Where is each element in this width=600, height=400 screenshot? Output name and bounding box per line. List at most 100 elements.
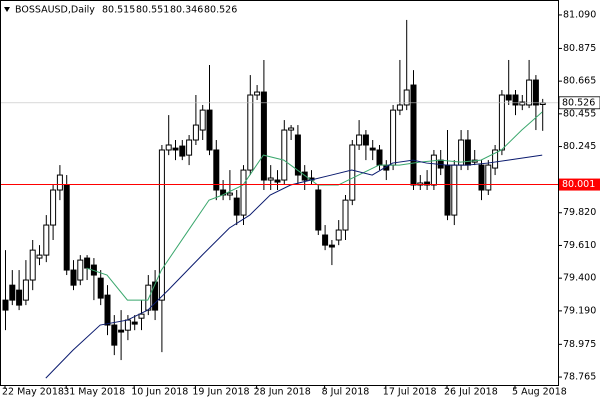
candle-body: [240, 169, 247, 216]
candle-body: [179, 145, 186, 157]
moving-average: [86, 111, 543, 301]
y-tick-label: 79.610: [563, 240, 596, 251]
candle-body: [519, 101, 526, 106]
candle-body: [458, 139, 465, 166]
candle-body: [335, 229, 342, 241]
candle-body: [322, 234, 329, 246]
x-tick-label: 5 Aug 2018: [512, 387, 567, 398]
header-close: 80.526: [204, 5, 237, 16]
candle-body: [97, 277, 104, 299]
candle-body: [152, 281, 159, 311]
candle-body: [56, 174, 63, 191]
x-tick-label: 31 May 2018: [63, 387, 125, 398]
y-tick-label: 79.400: [563, 273, 596, 284]
x-tick-label: 17 Jul 2018: [383, 387, 437, 398]
candle-body: [492, 149, 499, 169]
candle-body: [165, 144, 172, 151]
candle-body: [451, 164, 458, 216]
x-tick-label: 22 May 2018: [2, 387, 64, 398]
candle-body: [267, 177, 274, 181]
candle-body: [356, 134, 363, 146]
y-tick-label: 79.820: [563, 207, 596, 218]
level-label-box: [559, 178, 600, 191]
y-tick-label: 78.765: [563, 372, 596, 383]
candle-body: [532, 79, 539, 106]
candle-body: [145, 284, 152, 311]
candle-body: [29, 249, 36, 281]
candle-body: [410, 84, 417, 186]
x-tick-label: 10 Jun 2018: [131, 387, 188, 398]
y-tick-label: 80.665: [563, 76, 596, 87]
candle-body: [526, 79, 533, 106]
candle-body: [444, 164, 451, 216]
candle-body: [43, 224, 50, 256]
candle-body: [485, 164, 492, 191]
candle-body: [362, 134, 369, 146]
candle-body: [247, 94, 254, 171]
candle-body: [376, 149, 383, 166]
price-label: 80.526: [562, 97, 595, 108]
candle-body: [36, 254, 43, 259]
x-tick-label: 19 Jun 2018: [192, 387, 249, 398]
candle-body: [281, 129, 288, 181]
candle-body: [430, 154, 437, 186]
candle-body: [505, 94, 512, 101]
candle-body: [294, 134, 301, 176]
moving-average: [45, 154, 543, 379]
candle-body: [213, 149, 220, 191]
menu-arrow[interactable]: [4, 7, 10, 12]
candle-body: [274, 179, 281, 183]
plot-border: [0, 0, 559, 386]
y-tick-label: 78.975: [563, 339, 596, 350]
candle-body: [498, 94, 505, 151]
candle-body: [478, 164, 485, 191]
candle-body: [260, 91, 267, 181]
candle-body: [172, 147, 179, 151]
candle-body: [254, 91, 261, 96]
candle-body: [111, 324, 118, 346]
y-tick-label: 79.190: [563, 305, 596, 316]
x-tick-label: 8 Jul 2018: [322, 387, 370, 398]
candle-body: [390, 109, 397, 166]
candle-body: [226, 192, 233, 196]
header-high: 80.551: [136, 5, 169, 16]
candle-body: [9, 284, 16, 301]
candle-body: [16, 289, 23, 306]
candle-body: [138, 313, 145, 319]
candle-body: [403, 89, 410, 106]
candle-body: [233, 197, 240, 216]
candle-body: [2, 299, 9, 311]
candle-body: [50, 189, 57, 226]
plot-area: [0, 19, 558, 379]
y-tick-label: 81.090: [563, 9, 596, 20]
candle-body: [328, 244, 335, 248]
candle-body: [70, 269, 77, 286]
candle-body: [315, 189, 322, 231]
candle-body: [369, 147, 376, 151]
candle-body: [349, 144, 356, 201]
header-low: 80.346: [170, 5, 203, 16]
candle-body: [77, 259, 84, 281]
candle-body: [104, 294, 111, 326]
y-tick-label: 80.455: [563, 108, 596, 119]
candle-body: [301, 171, 308, 181]
price-label-box: [558, 96, 600, 110]
candle-body: [288, 127, 295, 131]
candle-body: [192, 124, 199, 141]
y-tick-label: 80.245: [563, 141, 596, 152]
chart-title: BOSSAUSD,Daily: [15, 5, 95, 16]
candle-body: [158, 149, 165, 301]
candle-body: [186, 139, 193, 156]
x-tick-label: 26 Jul 2018: [444, 387, 498, 398]
candle-body: [131, 321, 138, 325]
candle-body: [396, 104, 403, 111]
candle-body: [342, 199, 349, 231]
candle-body: [84, 257, 91, 269]
level-label: 80.001: [562, 179, 595, 190]
candle-body: [63, 184, 70, 271]
header-open: 80.515: [102, 5, 135, 16]
candle-body: [124, 319, 131, 331]
candle-body: [118, 329, 125, 333]
